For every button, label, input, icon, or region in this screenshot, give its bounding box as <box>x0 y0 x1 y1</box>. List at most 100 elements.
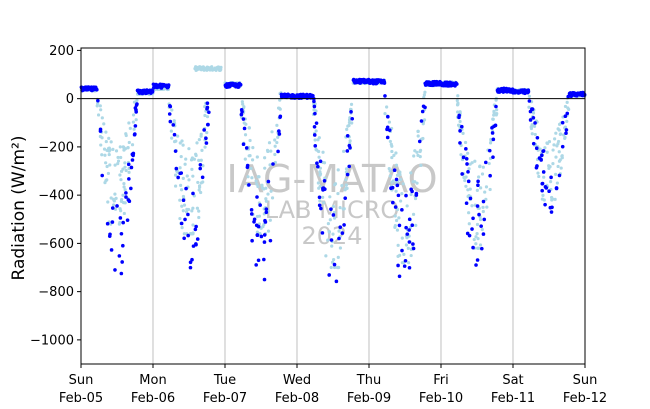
data-point <box>188 265 193 270</box>
data-point <box>133 124 138 128</box>
data-point <box>337 236 341 241</box>
data-point <box>248 154 252 158</box>
data-point <box>399 199 403 203</box>
data-point <box>422 93 426 97</box>
data-point <box>388 139 392 144</box>
y-axis: 200 0 −200 −400 −600 −800 −1000 <box>30 44 81 348</box>
data-point <box>259 234 264 239</box>
data-point <box>402 264 407 268</box>
data-point <box>475 258 480 262</box>
data-point <box>422 118 427 122</box>
data-point <box>257 222 261 226</box>
data-point <box>494 98 498 102</box>
data-point <box>554 131 558 135</box>
data-point <box>466 179 471 184</box>
data-point <box>103 180 107 185</box>
data-point <box>485 205 489 209</box>
data-point <box>184 186 188 191</box>
data-point <box>119 155 123 160</box>
data-point <box>474 235 478 239</box>
x-tick-label-date: Feb-08 <box>275 391 319 406</box>
data-point <box>331 204 336 209</box>
data-point <box>134 118 138 122</box>
data-point <box>129 165 134 170</box>
data-point <box>395 218 399 223</box>
data-point <box>491 137 496 142</box>
data-point <box>545 150 549 154</box>
data-point <box>415 181 419 185</box>
data-point <box>317 186 321 190</box>
data-point <box>275 123 279 127</box>
data-point <box>119 178 123 182</box>
data-point <box>402 252 406 256</box>
data-point <box>551 162 555 166</box>
data-point <box>122 182 126 186</box>
data-point <box>480 227 484 232</box>
y-tick-label: 200 <box>49 44 74 59</box>
data-point <box>270 196 275 200</box>
data-point <box>407 240 412 244</box>
data-point <box>412 154 416 158</box>
data-point <box>409 253 413 258</box>
data-point <box>557 150 561 154</box>
data-point <box>396 254 400 258</box>
data-point <box>273 144 277 148</box>
data-point <box>255 155 259 159</box>
data-point <box>553 197 557 201</box>
data-point <box>460 124 464 129</box>
data-point <box>421 104 426 109</box>
data-point <box>179 221 184 226</box>
data-point <box>180 204 184 208</box>
data-point <box>116 155 120 160</box>
data-point <box>96 113 101 117</box>
data-point <box>542 175 546 179</box>
data-point <box>534 146 539 151</box>
data-point <box>396 193 401 198</box>
data-point <box>127 177 131 181</box>
data-point <box>166 83 171 87</box>
data-point <box>134 103 139 107</box>
data-point <box>127 170 131 174</box>
data-point <box>268 163 272 167</box>
data-point <box>540 188 544 193</box>
data-point <box>333 183 337 187</box>
y-tick-label: −200 <box>38 140 74 155</box>
data-point <box>493 123 498 128</box>
data-point <box>260 186 265 190</box>
data-point <box>99 143 103 147</box>
data-point <box>173 149 178 153</box>
data-point <box>111 203 116 207</box>
data-point <box>530 132 534 136</box>
data-point <box>478 217 483 222</box>
data-point <box>181 198 186 203</box>
data-point <box>464 201 469 206</box>
data-point <box>318 199 322 203</box>
data-point <box>420 109 425 114</box>
data-point <box>393 205 398 209</box>
data-point <box>556 127 560 131</box>
data-point <box>260 183 264 187</box>
data-point <box>549 175 553 180</box>
data-point <box>122 211 126 216</box>
data-point <box>186 233 190 238</box>
data-point <box>178 141 182 145</box>
data-point <box>348 139 352 143</box>
data-point <box>477 246 481 250</box>
data-point <box>250 238 254 243</box>
data-point <box>121 193 125 197</box>
data-point <box>170 108 174 112</box>
data-point <box>405 204 409 208</box>
data-point <box>527 94 532 98</box>
data-point <box>181 143 185 147</box>
data-point <box>477 212 481 217</box>
data-point <box>419 163 423 167</box>
data-point <box>395 228 400 232</box>
data-point <box>393 223 397 228</box>
data-point <box>328 218 332 222</box>
data-point <box>481 209 485 214</box>
y-tick-label: −1000 <box>30 333 74 348</box>
data-point <box>199 158 203 162</box>
data-point <box>407 228 411 232</box>
data-point <box>273 152 277 157</box>
data-point <box>487 148 492 153</box>
